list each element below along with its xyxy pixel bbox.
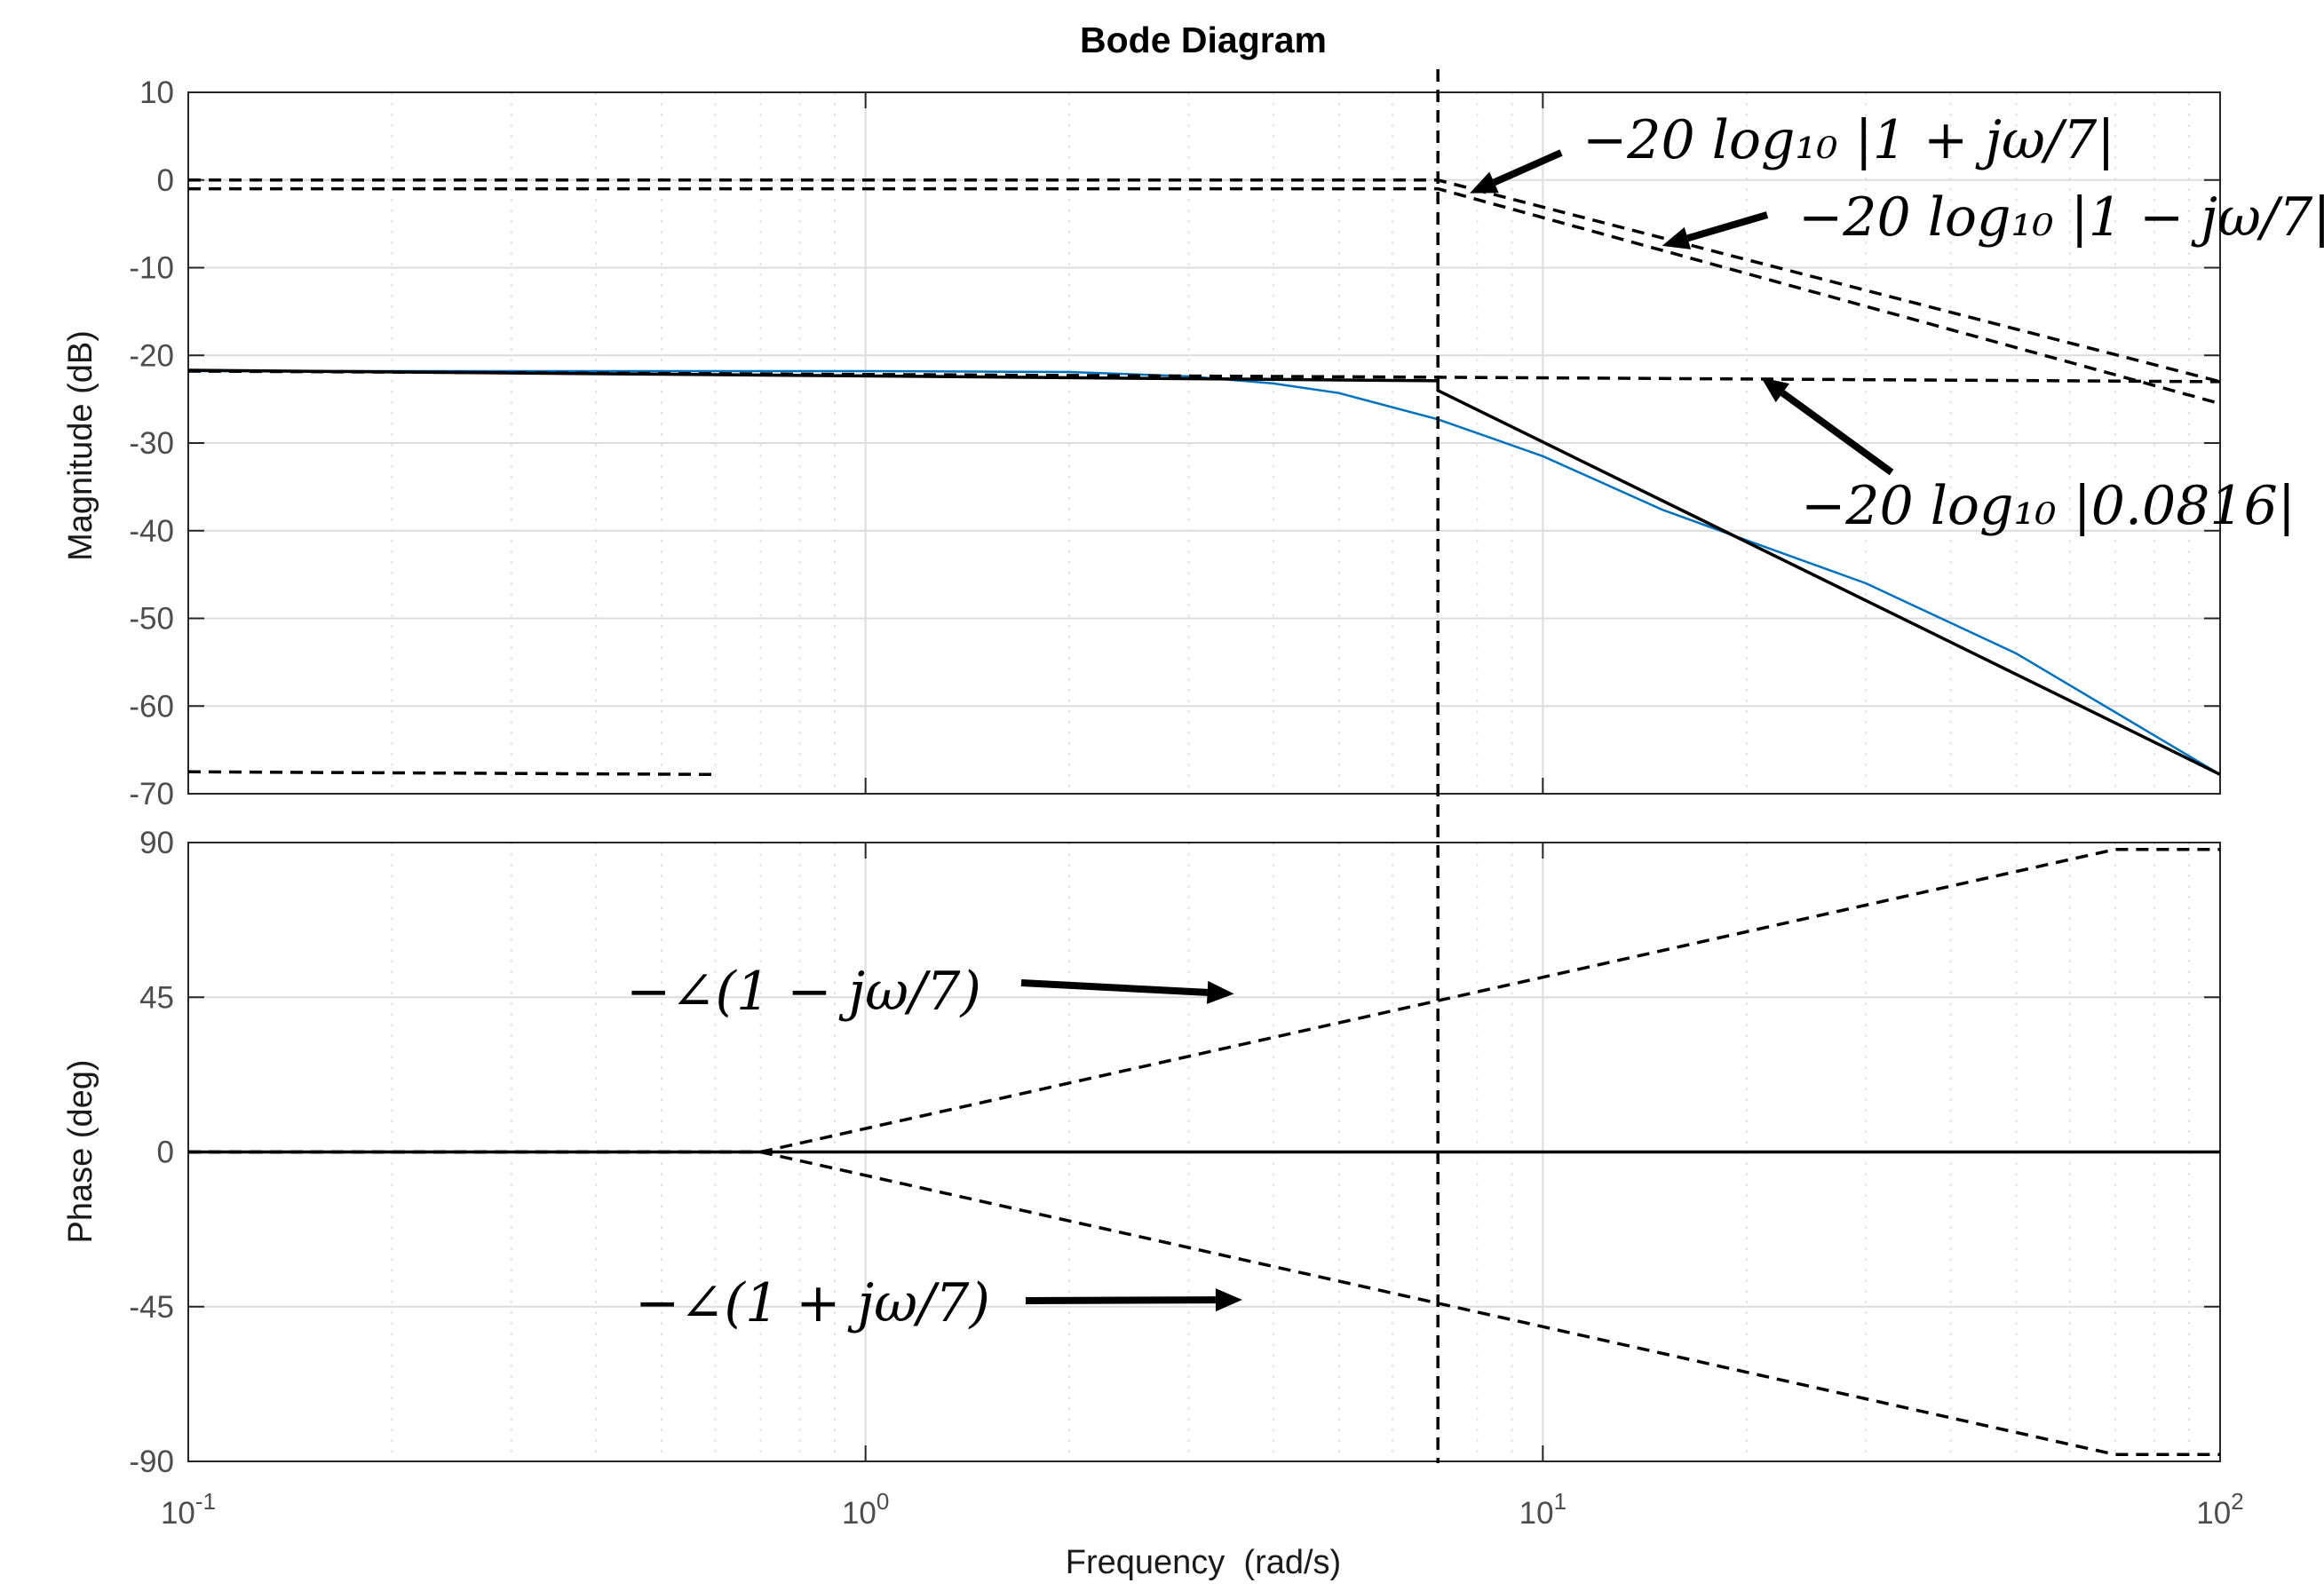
x-tick-label: 100: [842, 1488, 889, 1531]
magnitude-y-tick-label: -10: [129, 251, 174, 286]
annotation-minus-phase-arrowhead: [1206, 980, 1234, 1004]
magnitude-y-tick-label: -60: [129, 689, 174, 724]
magnitude-y-tick-label: -50: [129, 602, 174, 637]
magnitude-y-tick-label: 0: [157, 163, 174, 198]
annotations: −20 log₁₀ |1 + jω/7| −20 log₁₀ |1 − jω/7|…: [626, 109, 2324, 1334]
annotation-gain-magnitude-arrow: [1780, 390, 1894, 476]
annotation-minus-phase-arrow: [1020, 979, 1208, 996]
phase-plot-area: [188, 847, 2220, 1457]
magnitude-axes-box: [187, 91, 2221, 795]
annotation-minus-magnitude-label: −20 log₁₀ |1 − jω/7|: [1798, 186, 2324, 249]
annotation-plus-magnitude-label: −20 log₁₀ |1 + jω/7|: [1582, 109, 2115, 171]
annotation-plus-magnitude-arrowhead: [1470, 171, 1499, 194]
phase-y-tick-label: 45: [139, 980, 174, 1015]
magnitude-series-0: [188, 369, 2221, 776]
phase-series-2: [188, 847, 2220, 1154]
annotation-minus-phase-label: −∠(1 − jω/7): [626, 961, 981, 1023]
annotation-plus-magnitude-arrow: [1492, 149, 1563, 186]
magnitude-y-axis-label: Magnitude (dB): [62, 330, 99, 561]
annotation-gain-magnitude-arrowhead: [1761, 376, 1789, 403]
magnitude-series-1: [187, 368, 2221, 776]
annotation-minus-magnitude-arrow: [1686, 211, 1769, 242]
magnitude-series-3: [188, 186, 2221, 406]
magnitude-series-5: [187, 770, 716, 777]
phase-y-axis-label: Phase (deg): [62, 1059, 99, 1243]
x-tick-label: 101: [1519, 1488, 1567, 1531]
magnitude-grid: [187, 91, 2221, 795]
magnitude-plot-area: [187, 69, 2221, 1463]
x-tick-label: 10-1: [161, 1488, 216, 1531]
magnitude-y-tick-label: -30: [129, 426, 174, 461]
annotation-gain-magnitude-label: −20 log₁₀ |0.0816|: [1801, 475, 2296, 537]
annotation-plus-phase-arrow: [1025, 1296, 1216, 1304]
phase-series-3: [188, 1150, 2220, 1457]
annotation-minus-magnitude-arrowhead: [1662, 226, 1692, 249]
phase-y-tick-label: -90: [129, 1445, 174, 1479]
magnitude-y-tick-label: -40: [129, 514, 174, 549]
annotation-plus-phase-arrowhead: [1215, 1288, 1242, 1312]
magnitude-y-tick-label: 10: [139, 75, 174, 110]
phase-y-tick-label: -45: [129, 1290, 174, 1325]
magnitude-y-tick-label: -70: [129, 777, 174, 811]
phase-y-tick-label: 90: [139, 826, 174, 860]
phase-y-tick-label: 0: [157, 1136, 174, 1170]
x-axis-label: Frequency (rad/s): [1066, 1544, 1341, 1581]
annotation-plus-phase-label: −∠(1 + jω/7): [635, 1272, 990, 1334]
x-tick-label: 102: [2196, 1488, 2243, 1531]
chart-title: Bode Diagram: [1080, 20, 1327, 60]
magnitude-y-tick-label: -20: [129, 338, 174, 373]
